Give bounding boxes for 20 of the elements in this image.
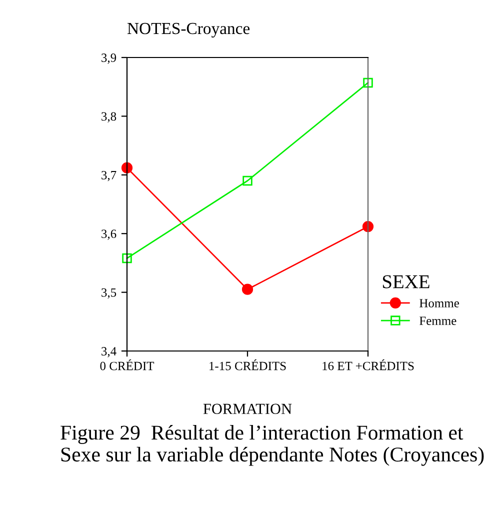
legend-label: Femme bbox=[420, 316, 456, 326]
legend-label: Homme bbox=[420, 299, 459, 308]
x-tick-label: 1-15 CRÉDITS bbox=[210, 359, 286, 370]
x-tick-label: 16 ET +CRÉDITS bbox=[322, 359, 414, 370]
point bbox=[242, 284, 254, 295]
point bbox=[122, 253, 132, 264]
x-axis-title: FORMATION bbox=[203, 404, 292, 414]
legend-title: SEXE bbox=[382, 275, 430, 288]
y-tick-label: 3,5 bbox=[102, 288, 116, 299]
y-tick-label: 3,6 bbox=[102, 230, 116, 240]
y-tick-label: 3,9 bbox=[102, 54, 116, 64]
y-tick-label: 3,8 bbox=[102, 112, 116, 122]
chart-title: NOTES-Croyance bbox=[127, 22, 250, 38]
point bbox=[363, 78, 373, 88]
y-tick-label: 3,7 bbox=[102, 170, 116, 182]
x-tick-label: 0 CRÉDIT bbox=[100, 359, 154, 370]
point bbox=[362, 221, 374, 232]
point bbox=[242, 176, 252, 186]
caption: Figure 29 Résultat de l’interaction Formation et Sexe sur la variable dépendante Notes (Croyances) bbox=[60, 425, 484, 466]
y-tick-label: 3,4 bbox=[102, 347, 116, 358]
